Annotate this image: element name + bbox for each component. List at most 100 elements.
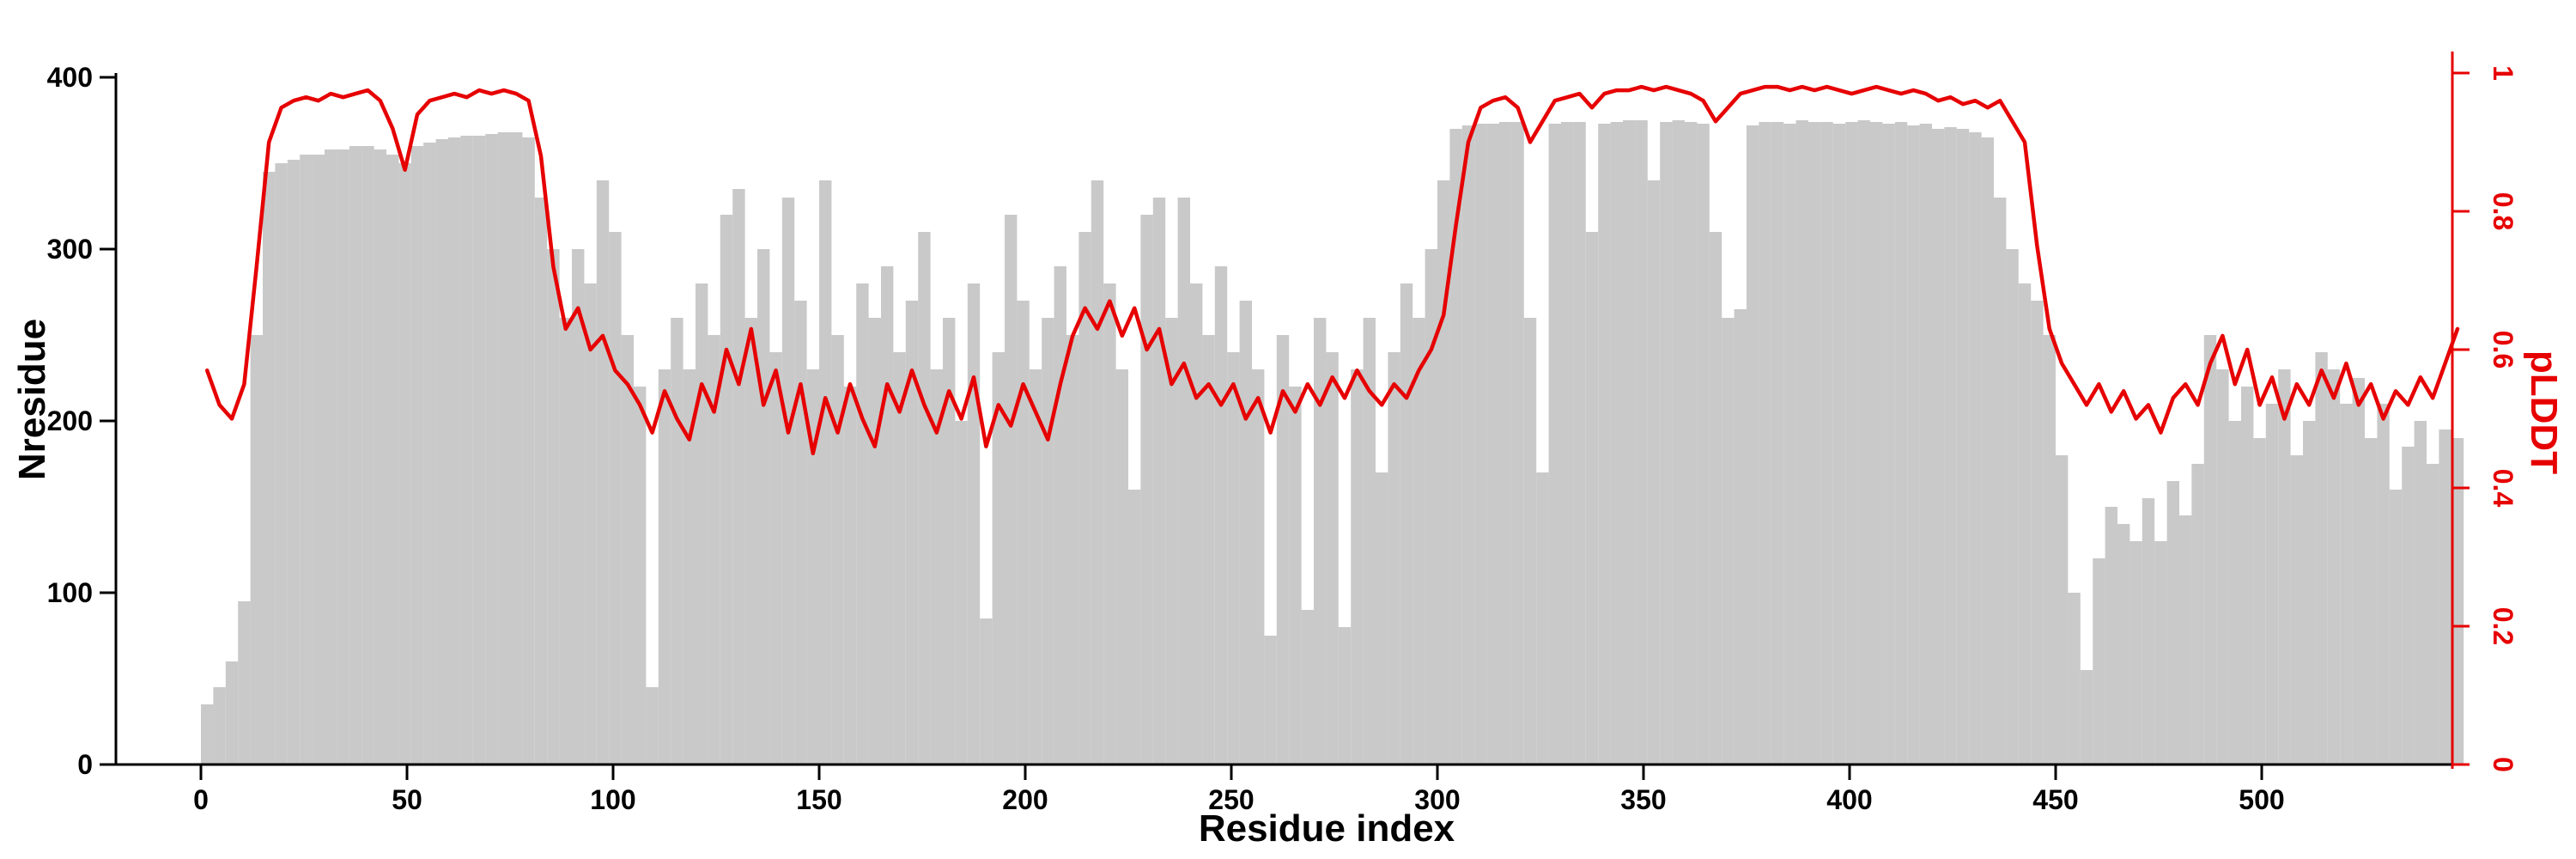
nresidue-bar — [2377, 404, 2390, 765]
nresidue-bar — [485, 134, 498, 765]
nresidue-bar — [1994, 198, 2007, 765]
nresidue-bar — [2179, 515, 2192, 765]
nresidue-bar — [497, 132, 510, 765]
plddt-line — [204, 84, 2460, 456]
nresidue-bar — [1078, 232, 1091, 765]
nresidue-bar — [2228, 421, 2241, 765]
nresidue-bar — [2142, 498, 2155, 765]
nresidue-bar — [1066, 335, 1079, 765]
nresidue-bar — [2327, 369, 2341, 765]
nresidue-bar — [2402, 447, 2415, 765]
nresidue-bar — [2216, 369, 2229, 765]
nresidue-bar — [658, 369, 671, 765]
nresidue-bar — [1981, 137, 1994, 765]
nresidue-bar — [1820, 122, 1833, 765]
nresidue-bar — [2191, 464, 2204, 765]
nresidue-bar — [2303, 421, 2316, 765]
nresidue-bar — [2315, 352, 2328, 765]
left-tick-label: 400 — [47, 62, 93, 93]
nresidue-bar — [1376, 472, 1388, 765]
nresidue-bar — [2278, 369, 2291, 765]
nresidue-bar — [1301, 610, 1314, 765]
nresidue-bar — [1289, 387, 1302, 765]
nresidue-bar — [1623, 120, 1636, 765]
nresidue-bar — [2427, 464, 2439, 765]
nresidue-bar — [868, 318, 881, 765]
nresidue-bar — [1486, 124, 1499, 765]
nresidue-bar — [1140, 215, 1153, 765]
nresidue-bar — [1882, 124, 1895, 765]
nresidue-bar — [1449, 129, 1462, 765]
nresidue-bar — [361, 146, 374, 765]
nresidue-bar — [1413, 318, 1425, 765]
nresidue-bar — [1672, 120, 1685, 765]
nresidue-bar — [2117, 524, 2130, 765]
nresidue-bar — [806, 369, 819, 765]
nresidue-bar — [2129, 541, 2142, 765]
nresidue-bar — [1152, 198, 1166, 765]
x-tick-label: 250 — [1208, 784, 1254, 815]
nresidue-bar — [696, 283, 708, 765]
nresidue-bar — [881, 266, 894, 765]
nresidue-bar — [1747, 125, 1759, 765]
nresidue-bar — [410, 146, 424, 765]
nresidue-bar — [1388, 352, 1400, 765]
nresidue-bar — [1919, 124, 1932, 765]
nresidue-bar — [337, 149, 349, 765]
nresidue-bar — [250, 335, 263, 765]
nresidue-bar — [1054, 266, 1066, 765]
nresidue-bar — [1894, 122, 1908, 765]
nresidue-bar — [201, 704, 214, 765]
x-tick-label: 350 — [1620, 784, 1666, 815]
nresidue-bar — [534, 198, 548, 765]
nresidue-bar — [472, 136, 486, 765]
nresidue-bar — [1400, 283, 1413, 765]
nresidue-bar — [1795, 120, 1808, 765]
nresidue-bar — [287, 160, 301, 765]
left-tick-label: 0 — [77, 749, 93, 780]
nresidue-bar — [1561, 122, 1574, 765]
nresidue-bar — [2056, 455, 2069, 765]
nresidue-bar — [1771, 122, 1784, 765]
nresidue-bar — [374, 149, 386, 765]
nresidue-bar — [992, 352, 1005, 765]
nresidue-bar — [1635, 120, 1648, 765]
left-axis-title: Nresidue — [11, 318, 53, 481]
nresidue-bar — [930, 369, 943, 765]
nresidue-bar — [1363, 318, 1376, 765]
nresidue-bar — [1264, 636, 1277, 765]
nresidue-bar — [1252, 369, 1265, 765]
nresidue-bar — [2093, 558, 2105, 765]
nresidue-bar — [1338, 627, 1352, 765]
nresidue-bar — [683, 369, 696, 765]
nresidue-bar — [2340, 404, 2353, 765]
nresidue-bar — [398, 163, 411, 765]
x-tick-label: 300 — [1414, 784, 1460, 815]
nresidue-bar — [460, 136, 473, 765]
nresidue-bar — [2018, 283, 2032, 765]
x-tick-label: 0 — [193, 784, 209, 815]
nresidue-bar — [2451, 438, 2464, 765]
nresidue-bar — [547, 249, 560, 765]
nresidue-bar — [1783, 124, 1796, 765]
nresidue-bar — [1202, 335, 1215, 765]
nresidue-bar — [1103, 283, 1116, 765]
nresidue-bar — [325, 149, 337, 765]
nresidue-bar — [1276, 335, 1290, 765]
nresidue-bar — [2352, 378, 2365, 765]
left-tick-label: 100 — [47, 577, 93, 608]
nresidue-bar — [584, 283, 597, 765]
nresidue-bar — [1870, 122, 1883, 765]
nresidue-bar — [1845, 122, 1858, 765]
nresidue-bar — [1857, 120, 1870, 765]
nresidue-bar — [1548, 124, 1561, 765]
nresidue-bar — [1523, 318, 1537, 765]
nresidue-bar — [2166, 481, 2179, 765]
nresidue-bar — [757, 249, 770, 765]
right-tick-label: 0.6 — [2488, 331, 2518, 369]
nresidue-bar — [1177, 198, 1190, 765]
nresidue-bar — [2439, 430, 2451, 765]
nresidue-bar — [1115, 369, 1128, 765]
nresidue-bar — [1326, 352, 1339, 765]
